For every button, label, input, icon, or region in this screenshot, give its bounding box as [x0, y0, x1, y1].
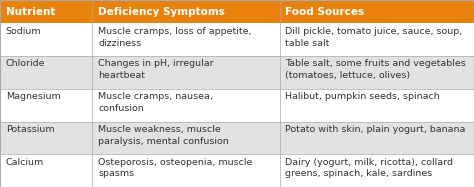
- Text: Muscle cramps, loss of appetite,
dizziness: Muscle cramps, loss of appetite, dizzine…: [98, 27, 252, 47]
- Bar: [0, 154, 474, 187]
- Text: Potato with skin, plain yogurt, banana: Potato with skin, plain yogurt, banana: [285, 125, 466, 134]
- Bar: [0, 0, 92, 23]
- Text: Magnesium: Magnesium: [6, 92, 61, 101]
- Text: Chloride: Chloride: [6, 59, 45, 68]
- Bar: [0, 122, 474, 154]
- Text: Dairy (yogurt, milk, ricotta), collard
greens, spinach, kale, sardines: Dairy (yogurt, milk, ricotta), collard g…: [285, 158, 453, 178]
- Text: Changes in pH, irregular
heartbeat: Changes in pH, irregular heartbeat: [98, 59, 214, 80]
- Text: Osteporosis, osteopenia, muscle
spasms: Osteporosis, osteopenia, muscle spasms: [98, 158, 253, 178]
- Text: Potassium: Potassium: [6, 125, 55, 134]
- Text: Food Sources: Food Sources: [285, 7, 365, 17]
- Bar: [92, 0, 280, 23]
- Text: Muscle cramps, nausea,
confusion: Muscle cramps, nausea, confusion: [98, 92, 213, 113]
- Text: Calcium: Calcium: [6, 158, 44, 167]
- Text: Deficiency Symptoms: Deficiency Symptoms: [98, 7, 225, 17]
- Text: Nutrient: Nutrient: [6, 7, 55, 17]
- Bar: [280, 0, 474, 23]
- Bar: [0, 56, 474, 89]
- Text: Halibut, pumpkin seeds, spinach: Halibut, pumpkin seeds, spinach: [285, 92, 440, 101]
- Bar: [0, 89, 474, 122]
- Bar: [0, 23, 474, 56]
- Text: Dill pickle, tomato juice, sauce, soup,
table salt: Dill pickle, tomato juice, sauce, soup, …: [285, 27, 463, 47]
- Text: Table salt, some fruits and vegetables
(tomatoes, lettuce, olives): Table salt, some fruits and vegetables (…: [285, 59, 466, 80]
- Text: Muscle weakness, muscle
paralysis, mental confusion: Muscle weakness, muscle paralysis, menta…: [98, 125, 229, 146]
- Text: Sodium: Sodium: [6, 27, 41, 36]
